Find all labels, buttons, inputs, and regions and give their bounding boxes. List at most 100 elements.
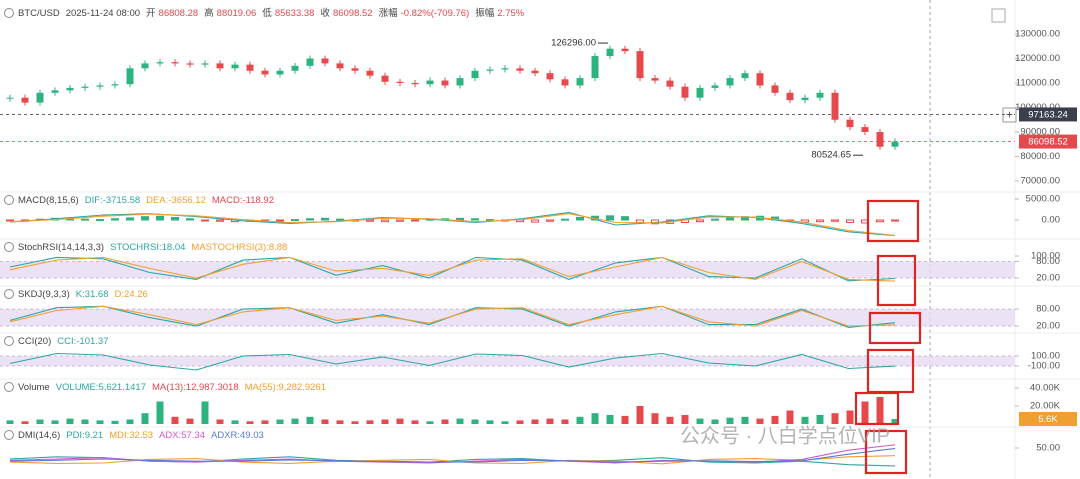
histogram-bar [801, 219, 809, 223]
candle [576, 78, 584, 86]
volume-bar [366, 420, 374, 424]
candle [351, 68, 359, 71]
y-tick-label: 80.00 [1036, 256, 1060, 267]
candle [261, 70, 269, 75]
volume-bar [816, 415, 824, 424]
volume-bar [516, 420, 524, 424]
volume-bar [411, 420, 419, 424]
candle [216, 63, 224, 69]
volume-bar [606, 415, 614, 424]
histogram-bar [306, 218, 314, 221]
ohlc-label: 振幅 [475, 7, 495, 19]
ohlc-label: 低 [262, 7, 272, 19]
volume-bar [81, 419, 89, 424]
collapse-icon [4, 336, 14, 346]
histogram-bar [411, 219, 419, 222]
candle [516, 68, 524, 71]
histogram-bar [186, 218, 194, 221]
histogram-bar [111, 218, 119, 221]
histogram-bar [456, 217, 464, 221]
histogram-bar [336, 218, 344, 221]
panel-title: SKDJ(9,3,3) K:31.68 D:24.26 [18, 289, 148, 300]
candle [36, 92, 44, 103]
legend-entry: VOLUME:5,621.1417 [56, 382, 146, 393]
legend-entry: PDI:9.21 [66, 430, 103, 441]
candle [756, 73, 764, 86]
volume-bar [771, 415, 779, 424]
add-button[interactable] [1002, 107, 1017, 123]
indicator-name: SKDJ(9,3,3) [18, 289, 70, 300]
volume-bar [291, 418, 299, 424]
volume-bar [711, 419, 719, 424]
price-label: 86098.52 [1028, 137, 1068, 148]
volume-bar [96, 420, 104, 424]
y-tick-label: 80.00 [1036, 304, 1060, 315]
candle [156, 62, 164, 64]
volume-bar [171, 416, 179, 424]
volume-bar [216, 419, 224, 424]
histogram-bar [291, 219, 299, 222]
legend-entry: MACD:-118.92 [212, 195, 274, 206]
volume-bar [51, 420, 59, 424]
candle [666, 80, 674, 87]
band [0, 261, 1015, 278]
y-tick-label: 0.00 [1042, 215, 1061, 226]
y-tick-label: 50.00 [1036, 443, 1060, 454]
volume-bar [336, 420, 344, 424]
candle [441, 80, 449, 86]
indicator-name: StochRSI(14,14,3,3) [18, 242, 104, 253]
indicator-name: DMI(14,6) [18, 430, 60, 441]
collapse-icon [4, 382, 14, 392]
candle [336, 63, 344, 69]
fullscreen-button[interactable] [991, 8, 1006, 23]
volume-bar [756, 418, 764, 424]
watermark: 公众号 · 八白学点位VIP [680, 424, 890, 447]
histogram-bar [561, 218, 569, 221]
volume-bar [621, 415, 629, 424]
collapse-icon[interactable] [4, 8, 14, 18]
volume-bar [126, 419, 134, 424]
histogram-bar [366, 219, 374, 222]
last-label: 5.6K [1038, 414, 1058, 425]
volume-bar [261, 420, 269, 424]
y-tick-label: 110000.00 [1016, 78, 1060, 89]
candle [861, 127, 869, 132]
ohlc-value: 88019.06 [217, 8, 257, 19]
ohlc-value: 85633.38 [275, 8, 315, 19]
indicator-line [9, 305, 896, 327]
datetime: 2025-11-24 08:00 [66, 8, 140, 19]
indicator-line [9, 352, 896, 371]
volume-bar [351, 421, 359, 424]
candle [141, 63, 149, 69]
volume-bar [531, 419, 539, 424]
band [0, 356, 1015, 366]
panel-title: DMI(14,6) PDI:9.21 MDI:32.53 ADX:57.34 ADXR:… [18, 430, 264, 441]
header: BTC/USD 2025-11-24 08:00 开 86808.28 高 88019.0… [18, 7, 525, 19]
volume-bar [561, 419, 569, 424]
legend-entry: MASTOCHRSI(3):8.88 [191, 242, 287, 253]
candle [276, 70, 284, 75]
indicator-line [9, 455, 896, 465]
volume-bar [111, 420, 119, 424]
candle [81, 86, 89, 88]
histogram-bar [696, 219, 704, 223]
candle [246, 64, 254, 71]
volume-bar [381, 419, 389, 424]
annotation: 80524.65 [811, 150, 851, 161]
histogram-bar [471, 218, 479, 221]
collapse-icon [4, 195, 14, 205]
histogram-bar [156, 215, 164, 221]
price-label: 97163.24 [1028, 109, 1068, 120]
annotation: 126296.00 [551, 38, 596, 49]
last-label-box [1019, 411, 1077, 426]
y-tick-label: 80000.00 [1020, 151, 1060, 162]
indicator-line [9, 256, 896, 282]
candle [741, 73, 749, 79]
candle [186, 63, 194, 65]
volume-bar [726, 417, 734, 424]
volume-bar [456, 418, 464, 424]
candle [411, 83, 419, 85]
volume-bar [651, 413, 659, 424]
volume-bar [831, 413, 839, 424]
